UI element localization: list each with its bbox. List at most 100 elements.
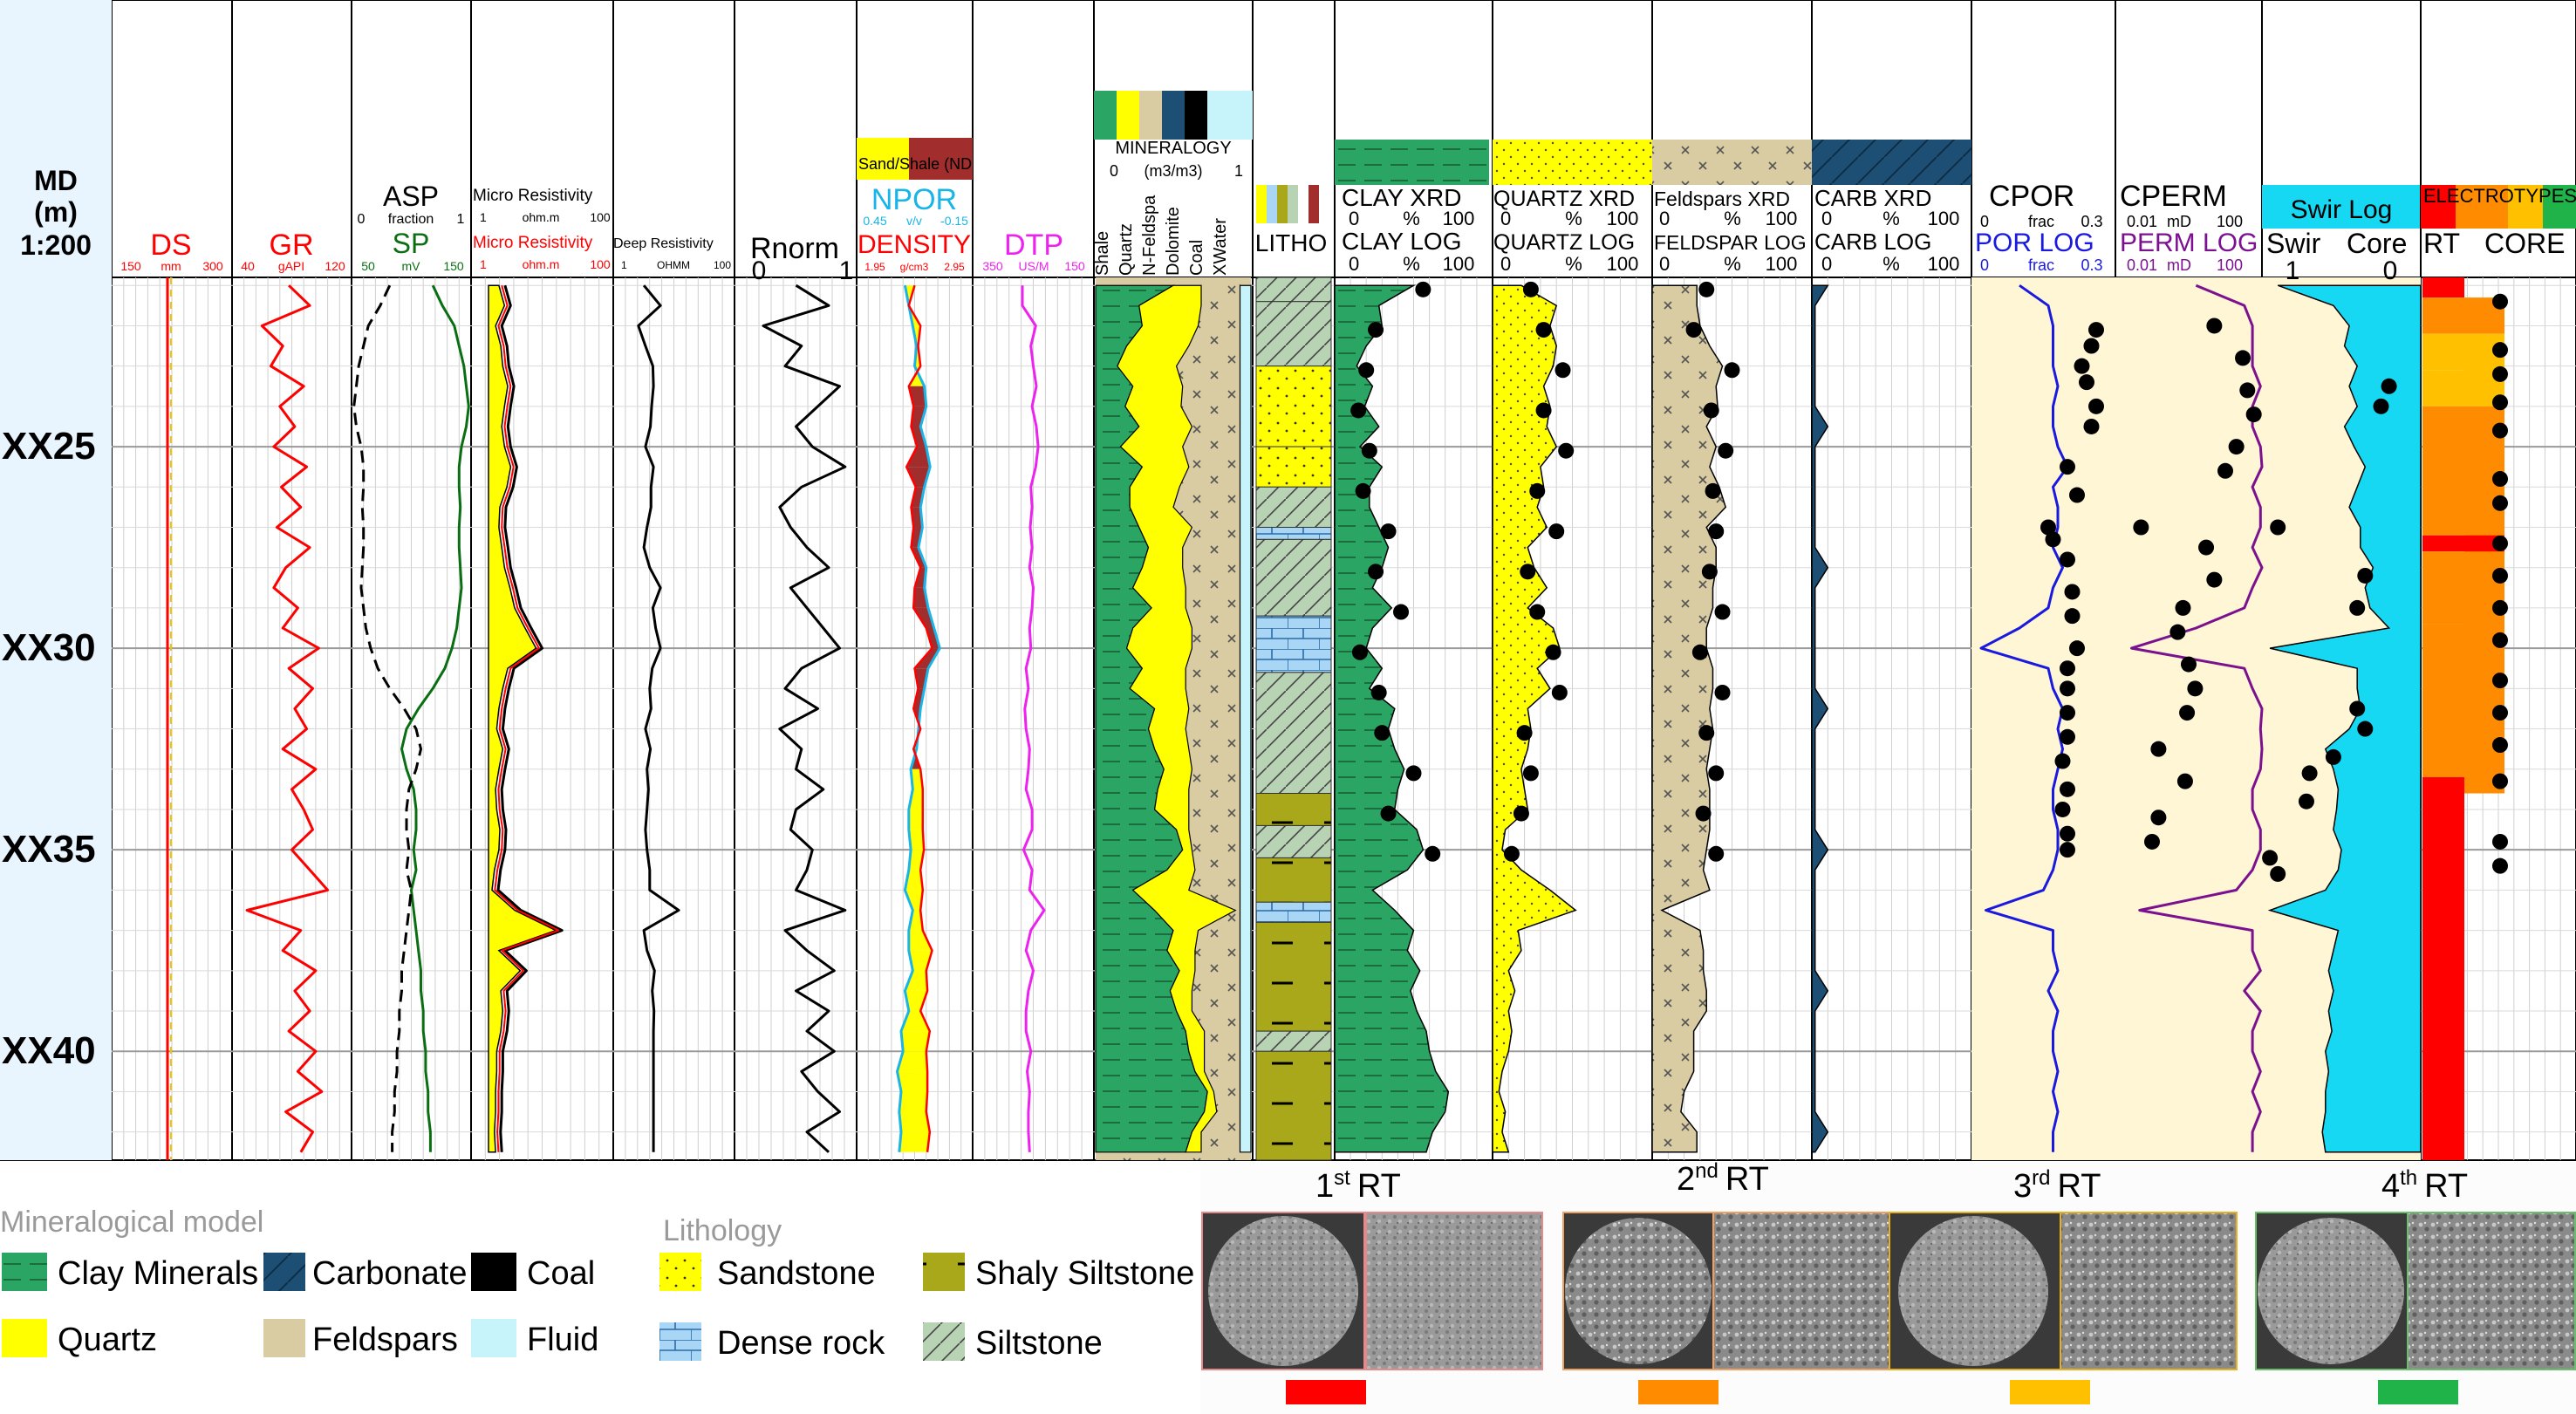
litho-interval bbox=[1255, 792, 1332, 826]
swir-fill bbox=[2267, 284, 2422, 1153]
sp-curve bbox=[400, 284, 470, 1152]
npor-density-fill bbox=[908, 830, 925, 850]
gr-max: 120 bbox=[325, 259, 345, 273]
sandstone-swatch bbox=[659, 1253, 701, 1291]
feldspar-xrd-max: 100 bbox=[1766, 208, 1798, 229]
rt-log-label: RT bbox=[2423, 228, 2460, 259]
asp-unit: fraction bbox=[388, 212, 434, 227]
feldspar-swatch bbox=[263, 1319, 305, 1357]
cpor-point bbox=[2088, 398, 2104, 414]
carb-xrd-min: 0 bbox=[1821, 208, 1832, 229]
quartz-xrd-point bbox=[1529, 604, 1546, 620]
ds-header: DS bbox=[150, 229, 191, 262]
mineralogy-column-label: Quartz bbox=[1117, 223, 1136, 276]
clay-log-max: 100 bbox=[1443, 253, 1475, 275]
npor-density-fill bbox=[908, 809, 923, 830]
swir-core-point bbox=[2270, 519, 2286, 536]
microres1-max: 100 bbox=[590, 210, 611, 224]
litho-interval bbox=[1255, 824, 1332, 858]
shaly-siltstone-swatch bbox=[923, 1253, 965, 1291]
md-scale: 1:200 bbox=[20, 229, 92, 261]
feldspar-log-unit: % bbox=[1724, 253, 1741, 275]
feldspar-log-header: FELDSPAR LOG bbox=[1654, 231, 1807, 254]
litho-interval bbox=[1255, 527, 1332, 540]
por-log-unit: frac bbox=[2028, 256, 2054, 274]
density-curve bbox=[905, 284, 933, 1152]
npor-density-fill bbox=[911, 406, 926, 427]
cpor-point bbox=[2083, 418, 2100, 434]
clay-xrd-point bbox=[1380, 805, 1397, 822]
density-unit: g/cm3 bbox=[900, 261, 929, 273]
ds-max: 300 bbox=[202, 259, 223, 273]
cpor-point bbox=[2079, 374, 2094, 391]
rt-core-point bbox=[2492, 599, 2508, 616]
mineralogy-column-label: Shale bbox=[1093, 231, 1112, 276]
mineralogy-unit: (m3/m3) bbox=[1145, 162, 1203, 180]
swir-core-point bbox=[2298, 793, 2314, 809]
quartz-xrd-point bbox=[1520, 564, 1536, 580]
rt2-color-bar bbox=[1638, 1380, 1718, 1404]
litho-interval bbox=[1255, 446, 1332, 488]
swir-core-point bbox=[2349, 700, 2366, 717]
mineralogy-column-label: XWater bbox=[1211, 218, 1230, 276]
feldspar-xrd-point bbox=[1698, 281, 1715, 297]
npor-density-fill bbox=[908, 950, 933, 971]
deepres-unit: OHMM bbox=[657, 259, 690, 271]
rt4-plug bbox=[2258, 1218, 2404, 1364]
depth-label: XX35 bbox=[2, 828, 96, 871]
swir-core-point bbox=[2357, 567, 2374, 584]
feldspar-xrd-min: 0 bbox=[1659, 208, 1670, 229]
swir-core-point bbox=[2381, 378, 2397, 394]
core-points bbox=[1350, 281, 2508, 882]
rt-core-point bbox=[2492, 342, 2508, 359]
cpor-point bbox=[2060, 551, 2075, 568]
litho-interval bbox=[1255, 1030, 1332, 1052]
siltstone-swatch bbox=[923, 1322, 965, 1361]
cperm-core-unit: mD bbox=[2167, 213, 2191, 230]
rt-core-point bbox=[2492, 773, 2508, 789]
npor-density-fill bbox=[900, 1031, 930, 1052]
rt-core-point bbox=[2492, 632, 2508, 648]
litho-interval bbox=[1255, 538, 1332, 617]
quartz-xrd-point bbox=[1503, 845, 1520, 862]
por-log-curve bbox=[1979, 283, 2069, 1152]
rt-core-point bbox=[2492, 567, 2508, 584]
dtp-unit: US/M bbox=[1019, 259, 1049, 273]
swir-core-point bbox=[2373, 398, 2389, 414]
litho-interval bbox=[1255, 615, 1332, 673]
fluid-swatch bbox=[471, 1319, 516, 1357]
legend-clay: Clay Minerals bbox=[58, 1255, 258, 1292]
clay-xrd-point bbox=[1425, 845, 1441, 862]
quartz-log-header: QUARTZ LOG bbox=[1493, 230, 1635, 255]
mineralogy-fluid-fill bbox=[1239, 283, 1252, 1153]
cpor-core-max: 0.3 bbox=[2081, 213, 2102, 230]
feldspar-xrd-unit: % bbox=[1724, 208, 1741, 229]
quartz-xrd-point bbox=[1516, 725, 1533, 741]
cpor-point bbox=[2069, 640, 2085, 657]
deepres-header: Deep Resistivity bbox=[613, 236, 714, 251]
cpor-point bbox=[2083, 338, 2100, 354]
swir-core-label: Core bbox=[2347, 228, 2407, 259]
cpor-point bbox=[2045, 531, 2061, 548]
carbonate-swatch bbox=[263, 1253, 305, 1291]
quartz-xrd-point bbox=[1554, 362, 1571, 379]
clay-xrd-point bbox=[1368, 322, 1384, 338]
legend-fluid: Fluid bbox=[527, 1322, 598, 1358]
gr-curve bbox=[245, 284, 330, 1153]
asp-header: ASP bbox=[383, 181, 439, 212]
cperm-point bbox=[2206, 571, 2223, 588]
rt2-plug bbox=[1565, 1218, 1712, 1364]
cpor-point bbox=[2060, 781, 2075, 797]
feldspar-log-min: 0 bbox=[1659, 253, 1670, 275]
mineralogy-column-label: N-Feldspa bbox=[1140, 195, 1159, 276]
feldspar-log-max: 100 bbox=[1766, 253, 1798, 275]
quartz-xrd-point bbox=[1548, 523, 1565, 540]
cperm-point bbox=[2150, 741, 2167, 757]
cpor-core-unit: frac bbox=[2028, 213, 2054, 230]
quartz-xrd-point bbox=[1535, 322, 1552, 338]
rt1-label: 1st RT bbox=[1315, 1166, 1401, 1205]
cperm-point bbox=[2198, 539, 2215, 556]
cperm-point bbox=[2179, 705, 2196, 721]
rt-core-point bbox=[2492, 673, 2508, 689]
legend-siltstone: Siltstone bbox=[975, 1325, 1103, 1362]
